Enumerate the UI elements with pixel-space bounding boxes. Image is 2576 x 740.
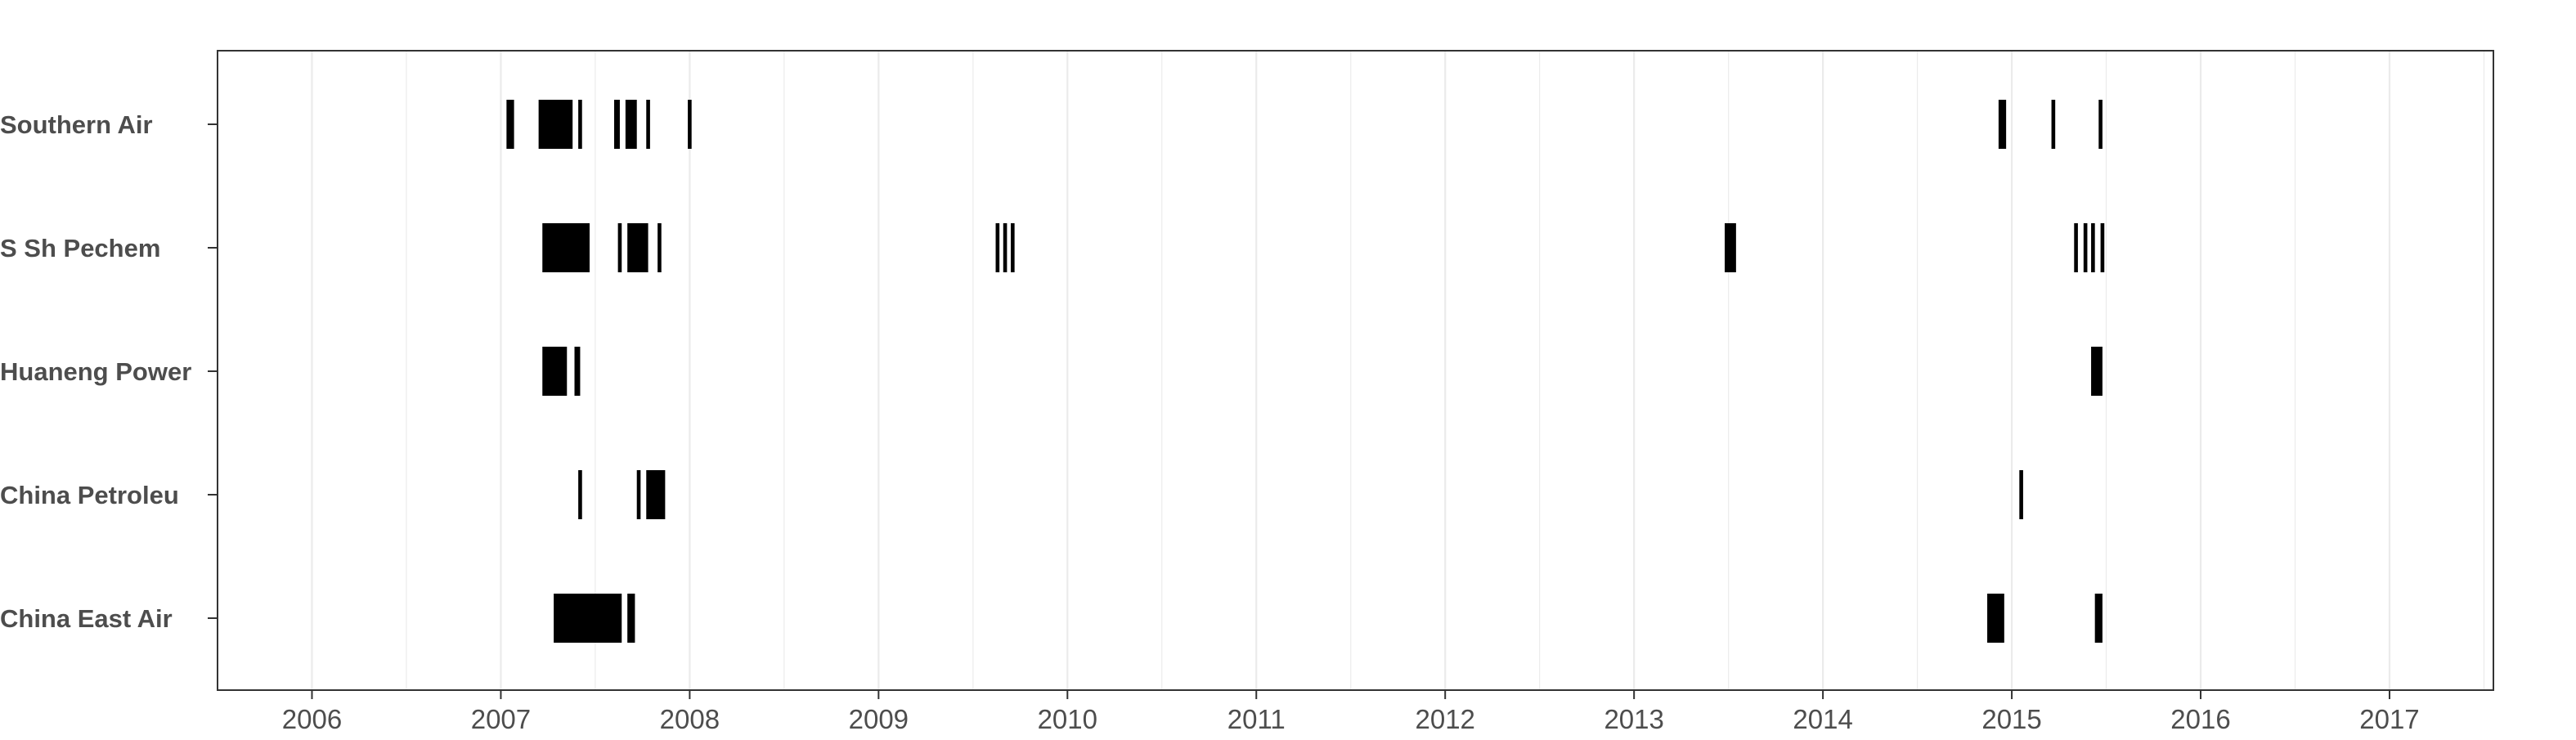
x-tick-label: 2011 bbox=[1227, 704, 1286, 734]
event-bar bbox=[1725, 223, 1736, 272]
event-bar bbox=[538, 100, 573, 149]
event-bar bbox=[2074, 223, 2078, 272]
x-tick-label: 2008 bbox=[660, 704, 720, 734]
event-bar bbox=[578, 470, 582, 519]
y-tick-label: S Sh Pechem bbox=[0, 234, 160, 262]
y-tick-label: China East Air bbox=[0, 604, 173, 633]
event-bar bbox=[574, 347, 581, 396]
event-bar bbox=[578, 100, 582, 149]
event-bar bbox=[646, 100, 650, 149]
event-bar bbox=[542, 223, 590, 272]
event-bar bbox=[506, 100, 514, 149]
y-axis: Southern Air S Sh Pechem Huaneng Power Chin… bbox=[0, 110, 218, 633]
event-bar bbox=[636, 470, 641, 519]
plot-panel-background bbox=[218, 51, 2493, 690]
event-bar bbox=[625, 100, 637, 149]
event-bar bbox=[1003, 223, 1008, 272]
event-bar bbox=[542, 347, 568, 396]
event-bar bbox=[2091, 223, 2095, 272]
x-tick-label: 2006 bbox=[282, 704, 342, 734]
x-tick-label: 2010 bbox=[1038, 704, 1097, 734]
event-bar bbox=[627, 223, 648, 272]
x-tick-label: 2007 bbox=[471, 704, 531, 734]
event-bar bbox=[995, 223, 1000, 272]
x-tick-label: 2012 bbox=[1415, 704, 1474, 734]
event-bar bbox=[657, 223, 662, 272]
event-bar bbox=[617, 223, 622, 272]
event-bar bbox=[2100, 223, 2105, 272]
event-bar bbox=[614, 100, 620, 149]
x-tick-label: 2017 bbox=[2359, 704, 2419, 734]
x-tick-label: 2009 bbox=[849, 704, 909, 734]
event-bar bbox=[1987, 594, 2004, 643]
grid-lines bbox=[217, 51, 2485, 690]
event-bar bbox=[688, 100, 692, 149]
event-bar bbox=[627, 594, 635, 643]
event-bar bbox=[2019, 470, 2023, 519]
x-tick-label: 2015 bbox=[1981, 704, 2041, 734]
x-tick-label: 2014 bbox=[1793, 704, 1852, 734]
y-tick-label: Southern Air bbox=[0, 110, 153, 139]
x-axis: 2006 2007 2008 2009 2010 2011 2012 2013 2014 2015… bbox=[282, 690, 2420, 734]
x-tick-label: 2016 bbox=[2170, 704, 2230, 734]
y-tick-label: China Petroleu bbox=[0, 481, 179, 509]
event-bar bbox=[554, 594, 622, 643]
event-bar bbox=[1998, 100, 2007, 149]
event-bar bbox=[1011, 223, 1015, 272]
event-bar bbox=[2098, 100, 2103, 149]
event-bar bbox=[2091, 347, 2103, 396]
event-bar bbox=[646, 470, 666, 519]
event-bar bbox=[2051, 100, 2056, 149]
y-tick-label: Huaneng Power bbox=[0, 357, 191, 386]
x-tick-label: 2013 bbox=[1604, 704, 1663, 734]
event-bar bbox=[2083, 223, 2088, 272]
event-bars bbox=[506, 100, 2105, 643]
event-bar bbox=[2094, 594, 2103, 643]
